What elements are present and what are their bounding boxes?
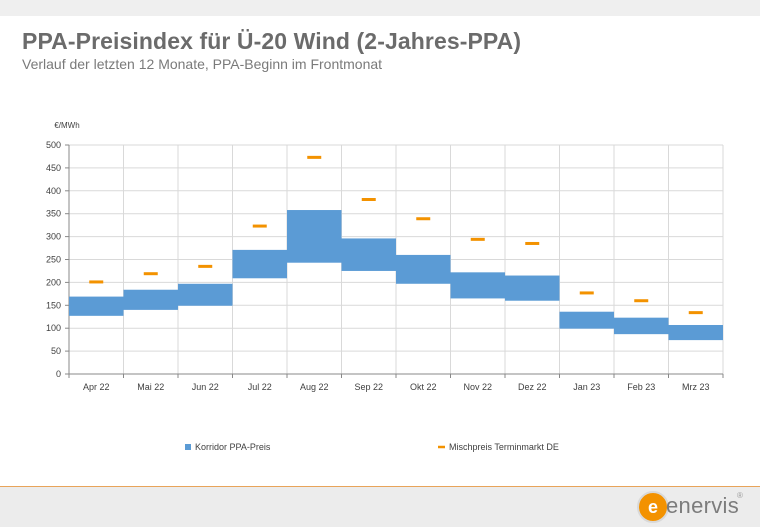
y-tick-label: 100	[46, 323, 61, 333]
range-bar-jun-22	[178, 283, 233, 306]
range-bar-okt-22	[396, 254, 451, 284]
x-tick-label: Jan 23	[573, 382, 600, 392]
range-bar-mai-22	[123, 289, 178, 310]
x-tick-label: Okt 22	[410, 382, 437, 392]
range-bar-dez-22	[505, 275, 560, 301]
range-bar-aug-22	[287, 210, 342, 263]
range-bar-jul-22	[232, 249, 287, 279]
y-tick-label: 400	[46, 186, 61, 196]
range-bar-feb-23	[614, 317, 669, 335]
y-tick-label: 250	[46, 255, 61, 265]
logo-registered: ®	[737, 491, 743, 500]
top-strip	[0, 0, 760, 16]
chart-area: 0 50 100 150 200 250 300 350 400 450 500 €/MWh Apr 2…	[46, 121, 724, 452]
range-bar-sep-22	[341, 238, 396, 271]
x-tick-label: Dez 22	[518, 382, 547, 392]
chart-title: PPA-Preisindex für Ü-20 Wind (2-Jahres-P…	[22, 28, 522, 54]
x-tick-label: Jun 22	[192, 382, 219, 392]
legend-label-korridor: Korridor PPA-Preis	[195, 442, 271, 452]
range-bar-mrz-23	[668, 324, 723, 341]
x-tick-label: Mrz 23	[682, 382, 710, 392]
range-bar-apr-22	[69, 296, 124, 316]
x-tick-label: Nov 22	[463, 382, 492, 392]
range-bar-jan-23	[559, 311, 614, 329]
enervis-logo: e enervis ®	[636, 490, 746, 524]
y-tick-label: 50	[51, 346, 61, 356]
logo-mark-letter: e	[648, 497, 658, 517]
y-tick-label: 350	[46, 209, 61, 219]
legend-swatch-korridor	[185, 444, 191, 450]
y-tick-label: 300	[46, 232, 61, 242]
range-bar-nov-22	[450, 272, 505, 299]
legend-label-mischpreis: Mischpreis Terminmarkt DE	[449, 442, 559, 452]
y-tick-label: 0	[56, 369, 61, 379]
y-tick-label: 150	[46, 300, 61, 310]
y-tick-label: 450	[46, 163, 61, 173]
x-tick-label: Aug 22	[300, 382, 329, 392]
y-axis-unit-label: €/MWh	[54, 121, 79, 130]
x-tick-label: Apr 22	[83, 382, 110, 392]
x-tick-label: Sep 22	[354, 382, 383, 392]
enervis-logo-icon: e	[637, 491, 669, 523]
y-tick-label: 200	[46, 277, 61, 287]
footer-bar	[0, 486, 760, 527]
y-tick-label: 500	[46, 140, 61, 150]
x-tick-label: Feb 23	[627, 382, 655, 392]
x-tick-label: Mai 22	[137, 382, 164, 392]
x-tick-label: Jul 22	[248, 382, 272, 392]
chart-subtitle: Verlauf der letzten 12 Monate, PPA-Begin…	[22, 56, 383, 72]
logo-text: enervis	[666, 493, 740, 518]
